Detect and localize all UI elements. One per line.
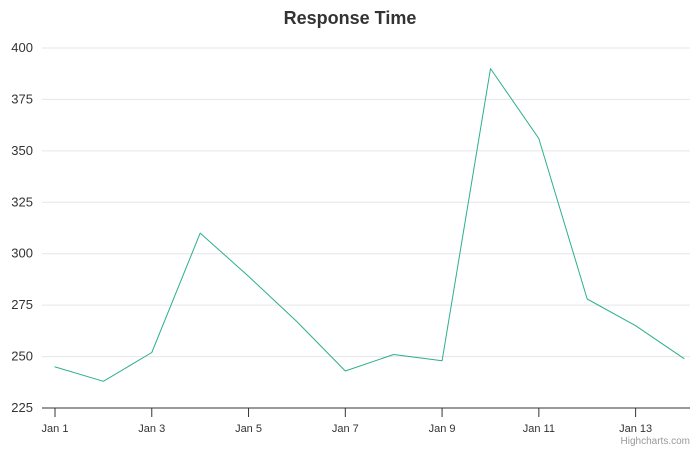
y-axis-ticks: 225 250 275 300 325 350 375 400: [11, 40, 33, 415]
data-point[interactable]: [391, 352, 397, 358]
credits-link[interactable]: Highcharts.com: [621, 436, 690, 447]
data-point[interactable]: [294, 319, 300, 325]
x-tick-label: Jan 1: [42, 423, 69, 435]
y-tick-label: 250: [11, 349, 33, 364]
y-tick-label: 225: [11, 400, 33, 415]
data-point[interactable]: [52, 364, 58, 370]
data-point[interactable]: [342, 368, 348, 374]
x-tick-label: Jan 5: [235, 423, 262, 435]
y-tick-label: 275: [11, 297, 33, 312]
data-point[interactable]: [149, 349, 155, 355]
chart-title: Response Time: [284, 8, 417, 28]
x-axis: Jan 1 Jan 3 Jan 5 Jan 7 Jan 9 Jan 11 Jan 13: [42, 407, 690, 435]
x-tick-label: Jan 7: [332, 423, 359, 435]
y-tick-label: 375: [11, 91, 33, 106]
y-tick-label: 400: [11, 40, 33, 55]
series-line[interactable]: [54, 68, 685, 382]
data-point[interactable]: [197, 230, 203, 236]
data-point[interactable]: [536, 136, 542, 142]
x-tick-label: Jan 11: [523, 423, 555, 435]
data-point[interactable]: [246, 273, 252, 279]
data-point[interactable]: [584, 296, 590, 302]
data-point[interactable]: [681, 356, 687, 362]
y-tick-label: 350: [11, 143, 33, 158]
data-point[interactable]: [633, 323, 639, 329]
x-tick-label: Jan 3: [138, 423, 165, 435]
y-tick-label: 325: [11, 194, 33, 209]
series-layer: [52, 66, 687, 384]
data-point[interactable]: [487, 66, 493, 72]
data-point[interactable]: [100, 378, 106, 384]
data-point[interactable]: [439, 358, 445, 364]
x-tick-label: Jan 9: [429, 423, 456, 435]
y-tick-label: 300: [11, 246, 33, 261]
grid-lines: [42, 47, 690, 358]
x-tick-label: Jan 13: [619, 423, 652, 435]
